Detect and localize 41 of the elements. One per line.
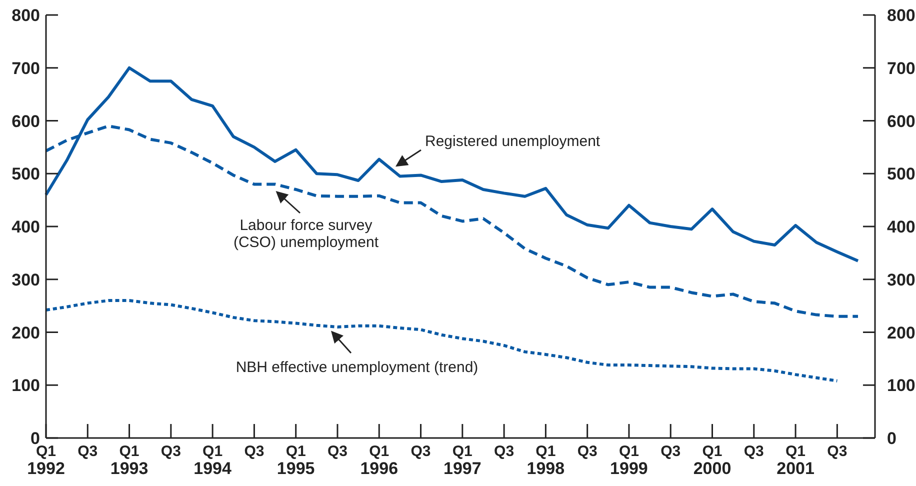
x-tick-label: Q1 1994 <box>194 443 232 478</box>
y2-tick-label: 300 <box>887 270 916 290</box>
annotation: Registered unemployment <box>425 133 601 150</box>
x-tick-label: Q1 1999 <box>610 443 648 478</box>
y2-tick-label: 200 <box>887 323 916 342</box>
line-series <box>44 299 839 382</box>
y-tick-label: 300 <box>12 270 40 290</box>
y2-tick-label: 400 <box>887 218 916 236</box>
x-tick-label: Q1 1993 <box>110 443 148 478</box>
x-tick-label: Q3 <box>660 443 681 460</box>
y-tick-label: 700 <box>12 58 40 78</box>
y2-tick-label: 700 <box>887 58 916 78</box>
x-tick-label: Q3 <box>494 443 514 460</box>
x-tick-label: Q1 1992 <box>27 443 65 478</box>
y-tick-label: 100 <box>12 376 40 396</box>
y2-tick-label: 500 <box>887 164 916 184</box>
y2-tick-label: 100 <box>887 376 916 396</box>
x-tick-label: Q1 1997 <box>443 443 482 478</box>
x-tick-label: Q1 2001 <box>776 443 814 478</box>
x-tick-label: Q3 <box>410 443 431 460</box>
annotation: NBH effective unemployment (trend) <box>236 359 478 376</box>
x-tick-label: Q1 1995 <box>276 443 315 478</box>
x-tick-label: Q3 <box>577 443 598 460</box>
x-tick-label: Q3 <box>78 443 98 460</box>
annotation: Labour force survey (CSO) unemployment <box>233 217 380 251</box>
x-tick-label: Q3 <box>744 443 764 460</box>
y2-tick-label: 0 <box>887 429 896 448</box>
y-tick-label: 400 <box>12 218 40 236</box>
x-tick-label: Q3 <box>160 443 181 460</box>
y-tick-label: 800 <box>12 6 40 25</box>
y-tick-label: 200 <box>12 323 40 342</box>
y-tick-label: 600 <box>12 112 40 131</box>
x-tick-label: Q3 <box>827 443 848 460</box>
x-tick-label: Q1 1998 <box>526 443 565 478</box>
y2-tick-label: 800 <box>887 6 916 25</box>
x-tick-label: Q1 2000 <box>693 443 732 478</box>
y2-tick-label: 600 <box>887 112 916 131</box>
x-tick-label: Q3 <box>327 443 348 460</box>
x-tick-label: Q1 1996 <box>360 443 398 478</box>
x-tick-label: Q3 <box>244 443 264 460</box>
y-tick-label: 500 <box>12 164 40 184</box>
